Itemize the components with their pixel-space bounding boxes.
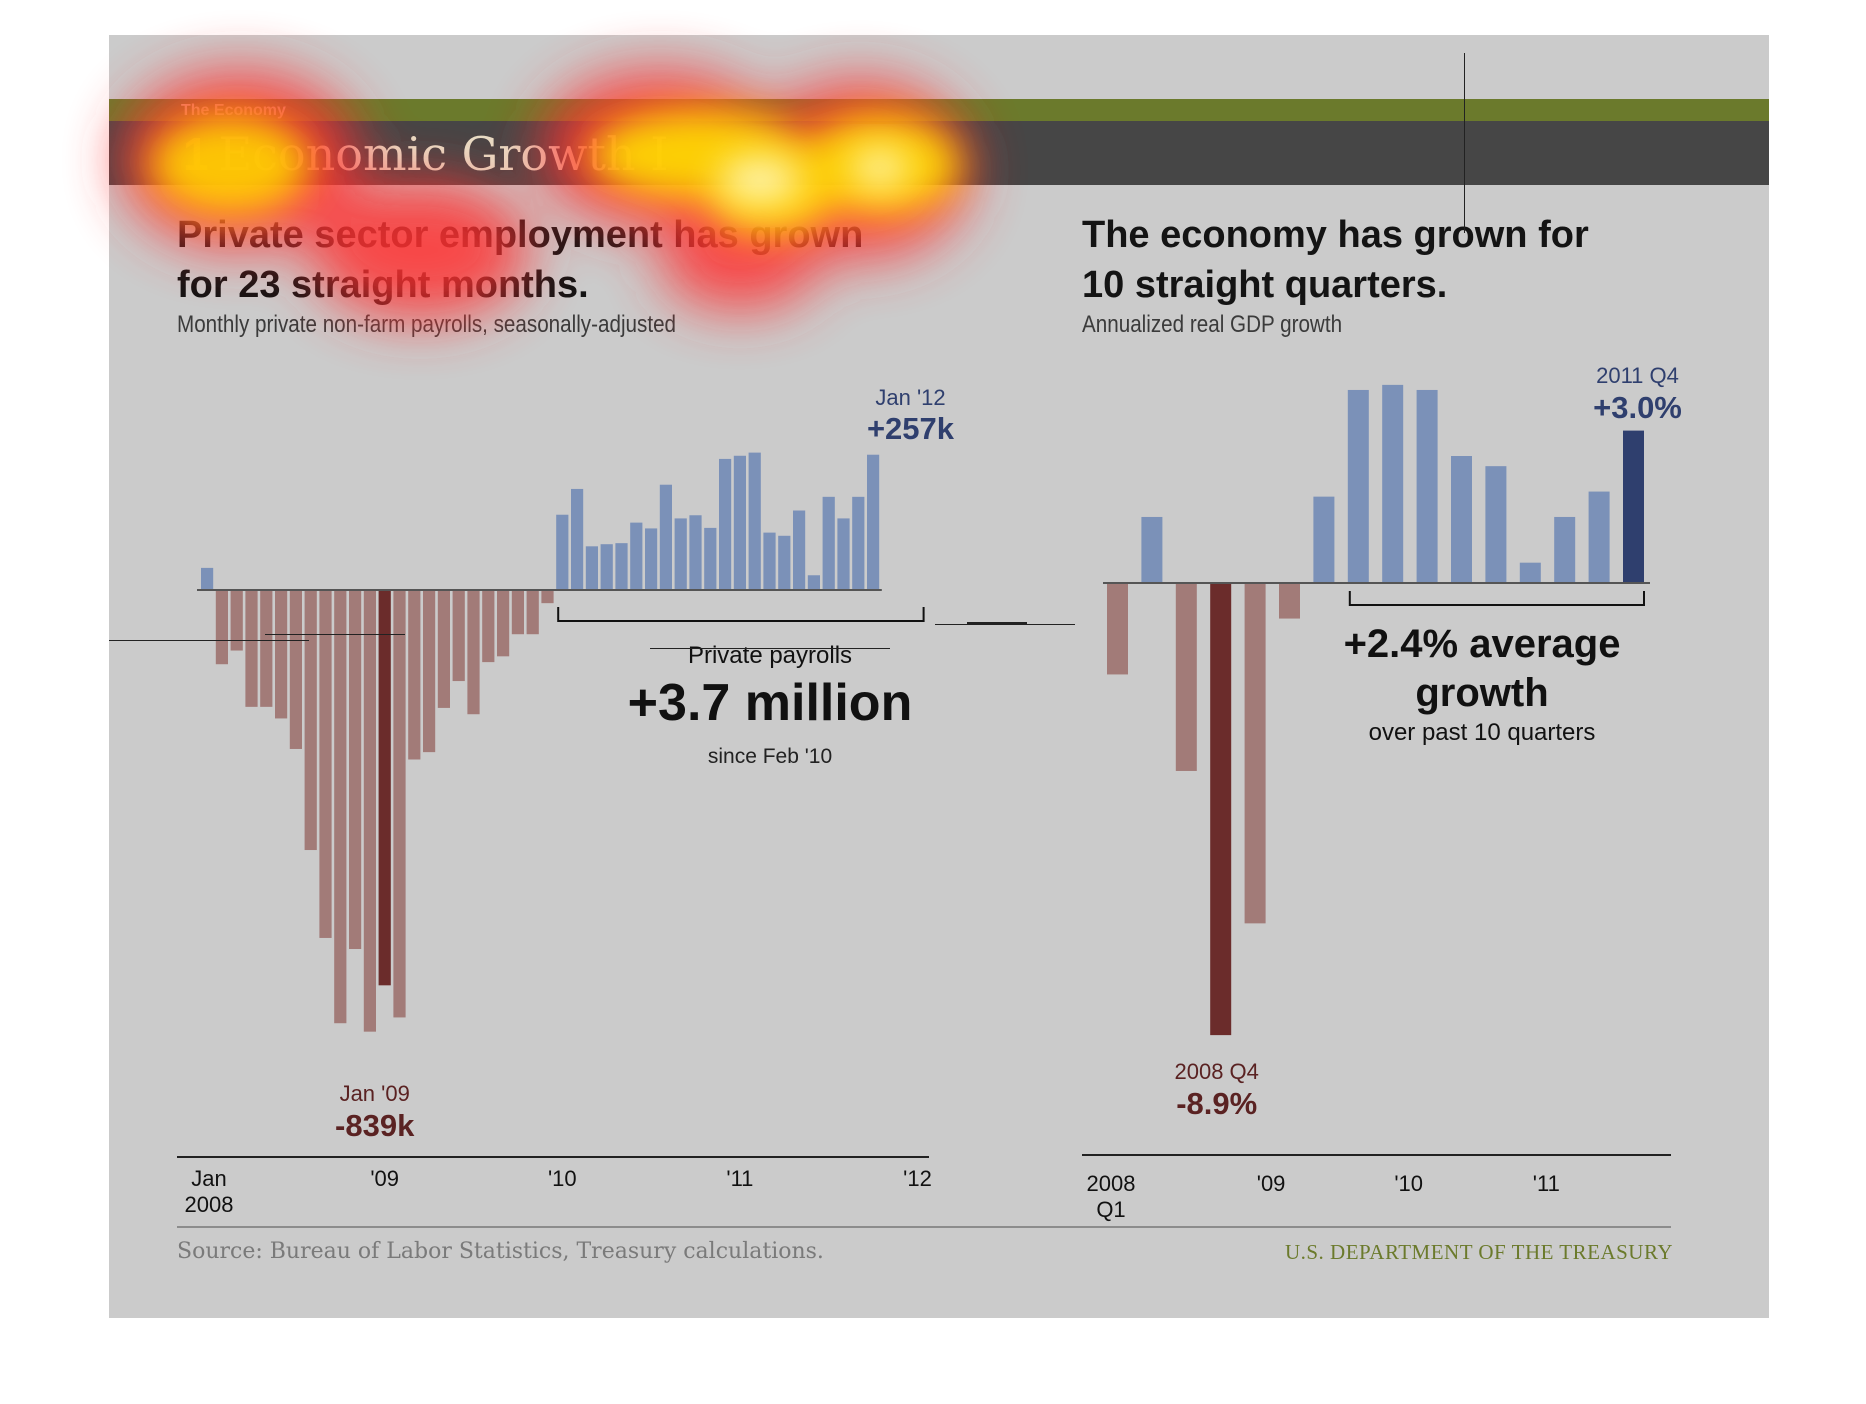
payrolls-bar: [437, 590, 450, 708]
cursor-line-vertical: [1464, 53, 1465, 233]
payrolls-x-tick-label: Jan 2008: [185, 1166, 234, 1217]
payrolls-bar: [260, 590, 273, 707]
payrolls-high-label: Jan '12: [875, 385, 945, 410]
gdp-bar: [1244, 583, 1266, 924]
payrolls-bar: [304, 590, 317, 851]
cursor-line-annotation: [650, 648, 890, 649]
payrolls-bar: [807, 575, 820, 590]
payrolls-bar: [230, 590, 243, 651]
payrolls-x-tick-label: '09: [370, 1166, 399, 1191]
cursor-line-left-a: [109, 640, 309, 641]
payrolls-bracket: [557, 607, 925, 622]
gdp-x-tick-label: '11: [1533, 1171, 1560, 1196]
gdp-chart-subtitle: Annualized real GDP growth: [1082, 311, 1343, 338]
gdp-x-tick-label: '10: [1394, 1171, 1423, 1196]
gdp-bar: [1313, 496, 1335, 583]
payrolls-low-label: Jan '09: [340, 1081, 410, 1106]
gdp-bar: [1519, 562, 1541, 583]
payrolls-bar: [837, 518, 850, 590]
payrolls-bar: [349, 590, 362, 950]
gdp-bar: [1623, 430, 1644, 583]
payrolls-bar: [689, 515, 702, 590]
agency-name: U.S. DEPARTMENT OF THE TREASURY: [1284, 1240, 1673, 1264]
footer-rule: [177, 1226, 1671, 1228]
payrolls-bar: [245, 590, 258, 707]
gdp-bar: [1347, 389, 1369, 583]
gdp-bar: [1416, 389, 1438, 583]
payrolls-bar: [363, 590, 376, 1032]
gdp-bar: [1382, 384, 1404, 583]
payrolls-bar: [482, 590, 495, 663]
cursor-line-left-b: [265, 634, 405, 635]
payrolls-bar: [600, 544, 613, 590]
payrolls-bar: [748, 452, 761, 590]
payrolls-bar: [556, 514, 569, 590]
gdp-bracket: [1348, 591, 1645, 606]
payrolls-annotation-note: since Feb '10: [708, 745, 832, 768]
payrolls-bar: [571, 488, 584, 590]
slide: The Economy 1 Economic Growth I Private s…: [109, 35, 1769, 1318]
payrolls-bar: [778, 535, 791, 590]
gdp-high-label: 2011 Q4: [1596, 363, 1679, 388]
payrolls-bar: [423, 590, 436, 753]
payrolls-bar: [467, 590, 480, 715]
payrolls-x-tick-label: '10: [548, 1166, 577, 1191]
gdp-bar: [1279, 583, 1300, 619]
gdp-low-label: 2008 Q4: [1174, 1059, 1258, 1084]
gdp-high-value: +3.0%: [1593, 390, 1682, 425]
payrolls-high-value: +257k: [867, 411, 955, 446]
gdp-annotation-value: +2.4% average growth: [1344, 622, 1621, 715]
gdp-bar: [1554, 516, 1576, 583]
payrolls-bar: [645, 528, 658, 590]
gdp-bar: [1451, 456, 1472, 583]
payrolls-annotation-label: Private payrolls: [688, 642, 852, 669]
gdp-x-tick-label: '09: [1257, 1171, 1286, 1196]
payrolls-annotation-value: +3.7 million: [628, 674, 913, 732]
payrolls-bar: [541, 590, 554, 604]
gdp-annotation-note: over past 10 quarters: [1369, 719, 1596, 746]
gdp-x-tick-label: 2008 Q1: [1087, 1171, 1136, 1222]
payrolls-bar: [630, 522, 643, 590]
payrolls-bar: [289, 590, 302, 749]
gdp-bar: [1175, 583, 1197, 771]
payrolls-bar: [733, 455, 746, 590]
payrolls-bar: [793, 510, 806, 590]
payrolls-bar: [408, 590, 421, 760]
gdp-low-value: -8.9%: [1176, 1086, 1257, 1121]
payrolls-bar: [334, 590, 347, 1024]
cursor-line-mid: [935, 624, 1075, 625]
gdp-bar: [1588, 491, 1610, 583]
payrolls-bar: [852, 496, 865, 590]
payrolls-bar: [275, 590, 288, 719]
payrolls-bar: [763, 532, 776, 590]
payrolls-bar: [659, 484, 672, 590]
payrolls-bar: [719, 458, 732, 590]
gdp-bar: [1141, 516, 1163, 583]
payrolls-bar: [822, 496, 835, 590]
payrolls-bar: [511, 590, 524, 635]
payrolls-bar: [319, 590, 332, 938]
gdp-chart-title: The economy has grown for 10 straight qu…: [1082, 214, 1589, 306]
payrolls-bar: [201, 567, 214, 590]
payrolls-low-value: -839k: [335, 1108, 415, 1143]
payrolls-x-tick-label: '11: [726, 1166, 753, 1191]
payrolls-bar: [378, 590, 391, 986]
payrolls-bar: [393, 590, 406, 1018]
payrolls-bar: [867, 454, 880, 590]
gdp-bar: [1210, 583, 1232, 1036]
payrolls-bar: [704, 527, 717, 590]
payrolls-bar: [526, 590, 539, 635]
payrolls-bar: [615, 543, 628, 590]
gdp-bar: [1107, 583, 1128, 675]
payrolls-bar: [497, 590, 510, 657]
payrolls-x-tick-label: '12: [903, 1166, 932, 1191]
payrolls-bar: [215, 590, 228, 665]
payrolls-bar: [674, 518, 687, 590]
cursor-line-mid-b: [967, 622, 1027, 624]
payrolls-bar: [452, 590, 465, 682]
gdp-bar: [1485, 466, 1507, 583]
source-note: Source: Bureau of Labor Statistics, Trea…: [177, 1239, 824, 1264]
payrolls-bar: [585, 546, 598, 590]
